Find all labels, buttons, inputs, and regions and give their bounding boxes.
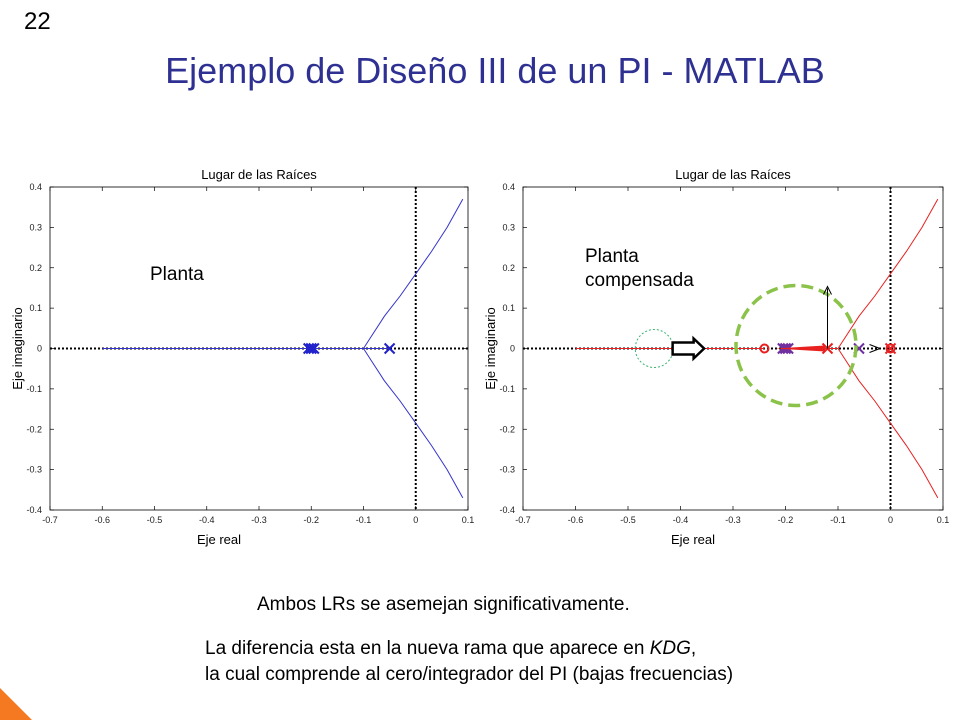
pole-marker — [305, 342, 317, 355]
slide-number: 22 — [24, 8, 51, 35]
caption-difference: La diferencia esta en la nueva rama que … — [205, 636, 733, 688]
x-tick-label: -0.2 — [778, 515, 794, 525]
chart-title: Lugar de las Raíces — [201, 167, 317, 182]
y-tick-label: 0.4 — [502, 182, 515, 192]
y-tick-label: 0.2 — [502, 263, 515, 273]
x-tick-label: -0.3 — [251, 515, 267, 525]
x-tick-label: 0.1 — [937, 515, 950, 525]
y-tick-label: -0.4 — [26, 505, 42, 515]
panel-annotation: Planta — [585, 246, 639, 267]
y-axis-label: Eje imaginario — [10, 307, 25, 389]
y-tick-label: -0.4 — [499, 505, 515, 515]
zero-marker — [885, 343, 896, 354]
small-arrow-head — [869, 344, 882, 353]
x-tick-label: -0.5 — [620, 515, 636, 525]
root-locus-charts: -0.7 -0.6 -0.5 -0.4 -0.3 -0.2 -0.1 0 0.1 0.4 0.3 0.… — [10, 167, 949, 547]
chart-title: Lugar de las Raíces — [675, 167, 791, 182]
x-tick-label: 0 — [888, 515, 893, 525]
x-axis-label: Eje real — [671, 532, 715, 547]
pole-marker — [302, 342, 315, 355]
x-tick-label: -0.1 — [830, 515, 846, 525]
caption-line2: la cual comprende al cero/integrador del… — [205, 664, 734, 685]
y-tick-label: 0.1 — [29, 303, 42, 313]
corner-accent — [0, 688, 32, 720]
x-tick-label: -0.7 — [515, 515, 531, 525]
y-tick-label: 0.1 — [502, 303, 515, 313]
y-tick-label: -0.3 — [499, 465, 515, 475]
x-tick-label: 0.1 — [462, 515, 475, 525]
y-tick-label: 0.2 — [29, 263, 42, 273]
root-locus-plant: -0.7 -0.6 -0.5 -0.4 -0.3 -0.2 -0.1 0 0.1 0.4 0.3 0.… — [10, 167, 474, 547]
y-tick-label: 0 — [510, 344, 515, 354]
y-tick-label: 0 — [37, 344, 42, 354]
locus-branch — [363, 198, 464, 349]
x-tick-label: -0.7 — [42, 515, 58, 525]
x-tick-label: -0.2 — [303, 515, 319, 525]
x-tick-label: 0 — [413, 515, 418, 525]
slide-title: Ejemplo de Diseño III de un PI - MATLAB — [165, 50, 825, 91]
x-tick-label: -0.4 — [199, 515, 215, 525]
x-tick-label: -0.4 — [673, 515, 689, 525]
panel-annotation: Planta — [150, 264, 204, 285]
x-tick-label: -0.5 — [147, 515, 163, 525]
y-tick-label: 0.4 — [29, 182, 42, 192]
y-tick-label: 0.3 — [29, 222, 42, 232]
x-tick-label: -0.1 — [356, 515, 372, 525]
branch-arrow — [775, 345, 825, 352]
locus-branch — [363, 348, 464, 499]
x-tick-label: -0.6 — [94, 515, 110, 525]
pole-marker — [383, 342, 396, 355]
large-circle-annotation — [734, 283, 858, 408]
locus-branches — [102, 198, 464, 499]
y-tick-label: 0.3 — [502, 222, 515, 232]
arrow-indicator — [671, 335, 706, 362]
y-tick-label: -0.2 — [26, 424, 42, 434]
y-axis-label: Eje imaginario — [483, 307, 498, 389]
zero-marker — [759, 343, 770, 354]
y-tick-label: -0.3 — [26, 465, 42, 475]
caption-line1-pre: La diferencia esta en la nueva rama que … — [205, 638, 650, 659]
y-tick-label: -0.2 — [499, 424, 515, 434]
vertical-arrow-head — [823, 285, 832, 295]
caption-line1-post: , — [690, 638, 697, 659]
pole-marker — [308, 342, 320, 355]
caption-similarity: Ambos LRs se asemejan significativamente… — [257, 594, 630, 615]
root-locus-compensated: -0.7 -0.6 -0.5 -0.4 -0.3 -0.2 -0.1 0 0.1 0.4 0.3 0.… — [483, 167, 949, 547]
caption-line1-kdg: KDG — [649, 638, 691, 659]
x-tick-label: -0.3 — [725, 515, 741, 525]
locus-branch — [837, 348, 939, 499]
y-tick-label: -0.1 — [499, 384, 515, 394]
x-tick-label: -0.6 — [568, 515, 584, 525]
panel-annotation: compensada — [585, 270, 694, 291]
locus-branch — [837, 198, 939, 349]
x-axis-label: Eje real — [197, 532, 241, 547]
y-tick-label: -0.1 — [26, 384, 42, 394]
